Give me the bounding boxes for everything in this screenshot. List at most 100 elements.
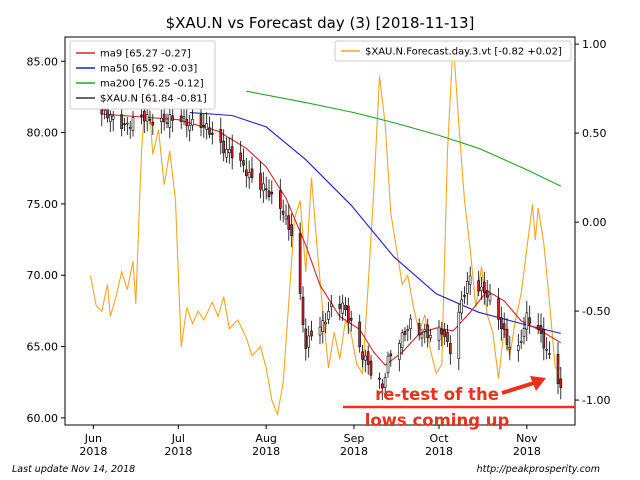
ma200-line — [246, 90, 562, 187]
candle-body — [160, 118, 163, 122]
candle — [429, 328, 432, 342]
candle-body — [477, 280, 480, 292]
candle — [304, 318, 308, 361]
legend-label-price: $XAU.N [61.84 -0.81] — [100, 94, 207, 105]
candle — [548, 341, 551, 359]
candle — [185, 108, 189, 138]
candle-body — [165, 122, 169, 124]
candle-body — [250, 168, 254, 178]
candle — [406, 325, 410, 342]
candle-body — [502, 323, 506, 331]
candle — [191, 108, 194, 131]
candle-body — [522, 328, 526, 337]
candle-body — [358, 321, 361, 348]
candle-body — [482, 281, 486, 293]
candle-body — [123, 123, 126, 125]
candle — [151, 113, 155, 135]
candle-body — [168, 114, 172, 128]
candle-body — [389, 353, 393, 357]
candle-body — [247, 172, 251, 179]
candle — [349, 310, 353, 332]
candle-body — [278, 190, 282, 209]
candle — [389, 349, 393, 367]
candle-body — [448, 342, 452, 354]
candle — [225, 137, 228, 163]
x-tick-month: Aug — [255, 432, 276, 445]
candle-body — [205, 123, 208, 130]
candle — [278, 178, 282, 221]
candle — [463, 286, 466, 304]
candle — [264, 176, 268, 200]
candle-body — [361, 351, 364, 360]
candle-body — [310, 330, 313, 337]
candle-body — [443, 329, 446, 337]
candle — [287, 204, 291, 241]
candle-body — [111, 115, 115, 120]
candle — [528, 305, 531, 334]
candle — [361, 344, 364, 368]
candle-body — [270, 191, 274, 195]
annotation-line-2: lows coming up — [365, 411, 510, 430]
left-axis: 60.00 65.00 70.00 75.00 80.00 85.00 — [27, 55, 65, 425]
candle — [480, 277, 483, 300]
legend-label-ma50: ma50 [65.92 -0.03] — [100, 64, 197, 75]
legend-left-box — [69, 40, 216, 110]
candle-body — [318, 326, 322, 336]
candle-body — [420, 333, 424, 339]
chart-title: $XAU.N vs Forecast day (3) [2018-11-13] — [166, 14, 475, 32]
x-tick-year: 2018 — [425, 445, 453, 458]
candle — [386, 351, 390, 378]
x-tick-month: Sep — [344, 432, 365, 445]
candle-body — [386, 355, 390, 374]
candle — [239, 141, 242, 168]
candle-body — [140, 114, 143, 117]
candle — [100, 106, 104, 127]
legend-label-ma200: ma200 [76.25 -0.12] — [100, 79, 204, 90]
candle — [545, 337, 548, 360]
candle-body — [548, 353, 551, 355]
candle — [145, 106, 149, 132]
candle — [245, 157, 248, 188]
candle-body — [228, 149, 231, 154]
candle-body — [148, 119, 152, 121]
candle-body — [346, 305, 350, 323]
candle-body — [397, 343, 401, 360]
candle-body — [324, 321, 327, 325]
candle — [366, 345, 370, 375]
candle-body — [465, 280, 469, 294]
ma50-line — [189, 112, 561, 334]
candle-body — [380, 383, 384, 389]
price-candles — [100, 103, 563, 401]
annotation-line-1: re-test of the — [375, 385, 499, 404]
candle — [488, 284, 492, 306]
candle-body — [366, 351, 370, 365]
candle-body — [400, 332, 404, 348]
candle-body — [284, 215, 288, 220]
x-tick-month: Oct — [429, 432, 449, 445]
candle — [341, 294, 344, 321]
candle-body — [261, 183, 265, 192]
candle — [420, 328, 424, 347]
x-tick-year: 2018 — [513, 445, 541, 458]
candle-body — [378, 377, 381, 380]
candle-body — [145, 114, 149, 122]
candle — [363, 349, 367, 373]
right-axis: -1.00 -0.50 0.00 0.50 1.00 — [575, 38, 610, 407]
candle — [284, 204, 288, 225]
candle — [168, 105, 172, 139]
legend-right-box — [334, 40, 572, 62]
candle — [259, 161, 262, 199]
candle-body — [338, 303, 342, 309]
candle — [482, 271, 486, 305]
candle-body — [264, 188, 268, 191]
candle-body — [182, 116, 186, 119]
candle — [270, 180, 274, 205]
candle — [222, 129, 225, 162]
candle-body — [199, 114, 203, 128]
candle-body — [304, 328, 308, 349]
candle — [165, 113, 169, 129]
candle-body — [440, 328, 444, 335]
candle — [261, 171, 265, 203]
candle — [485, 280, 489, 307]
candle-body — [120, 114, 123, 129]
